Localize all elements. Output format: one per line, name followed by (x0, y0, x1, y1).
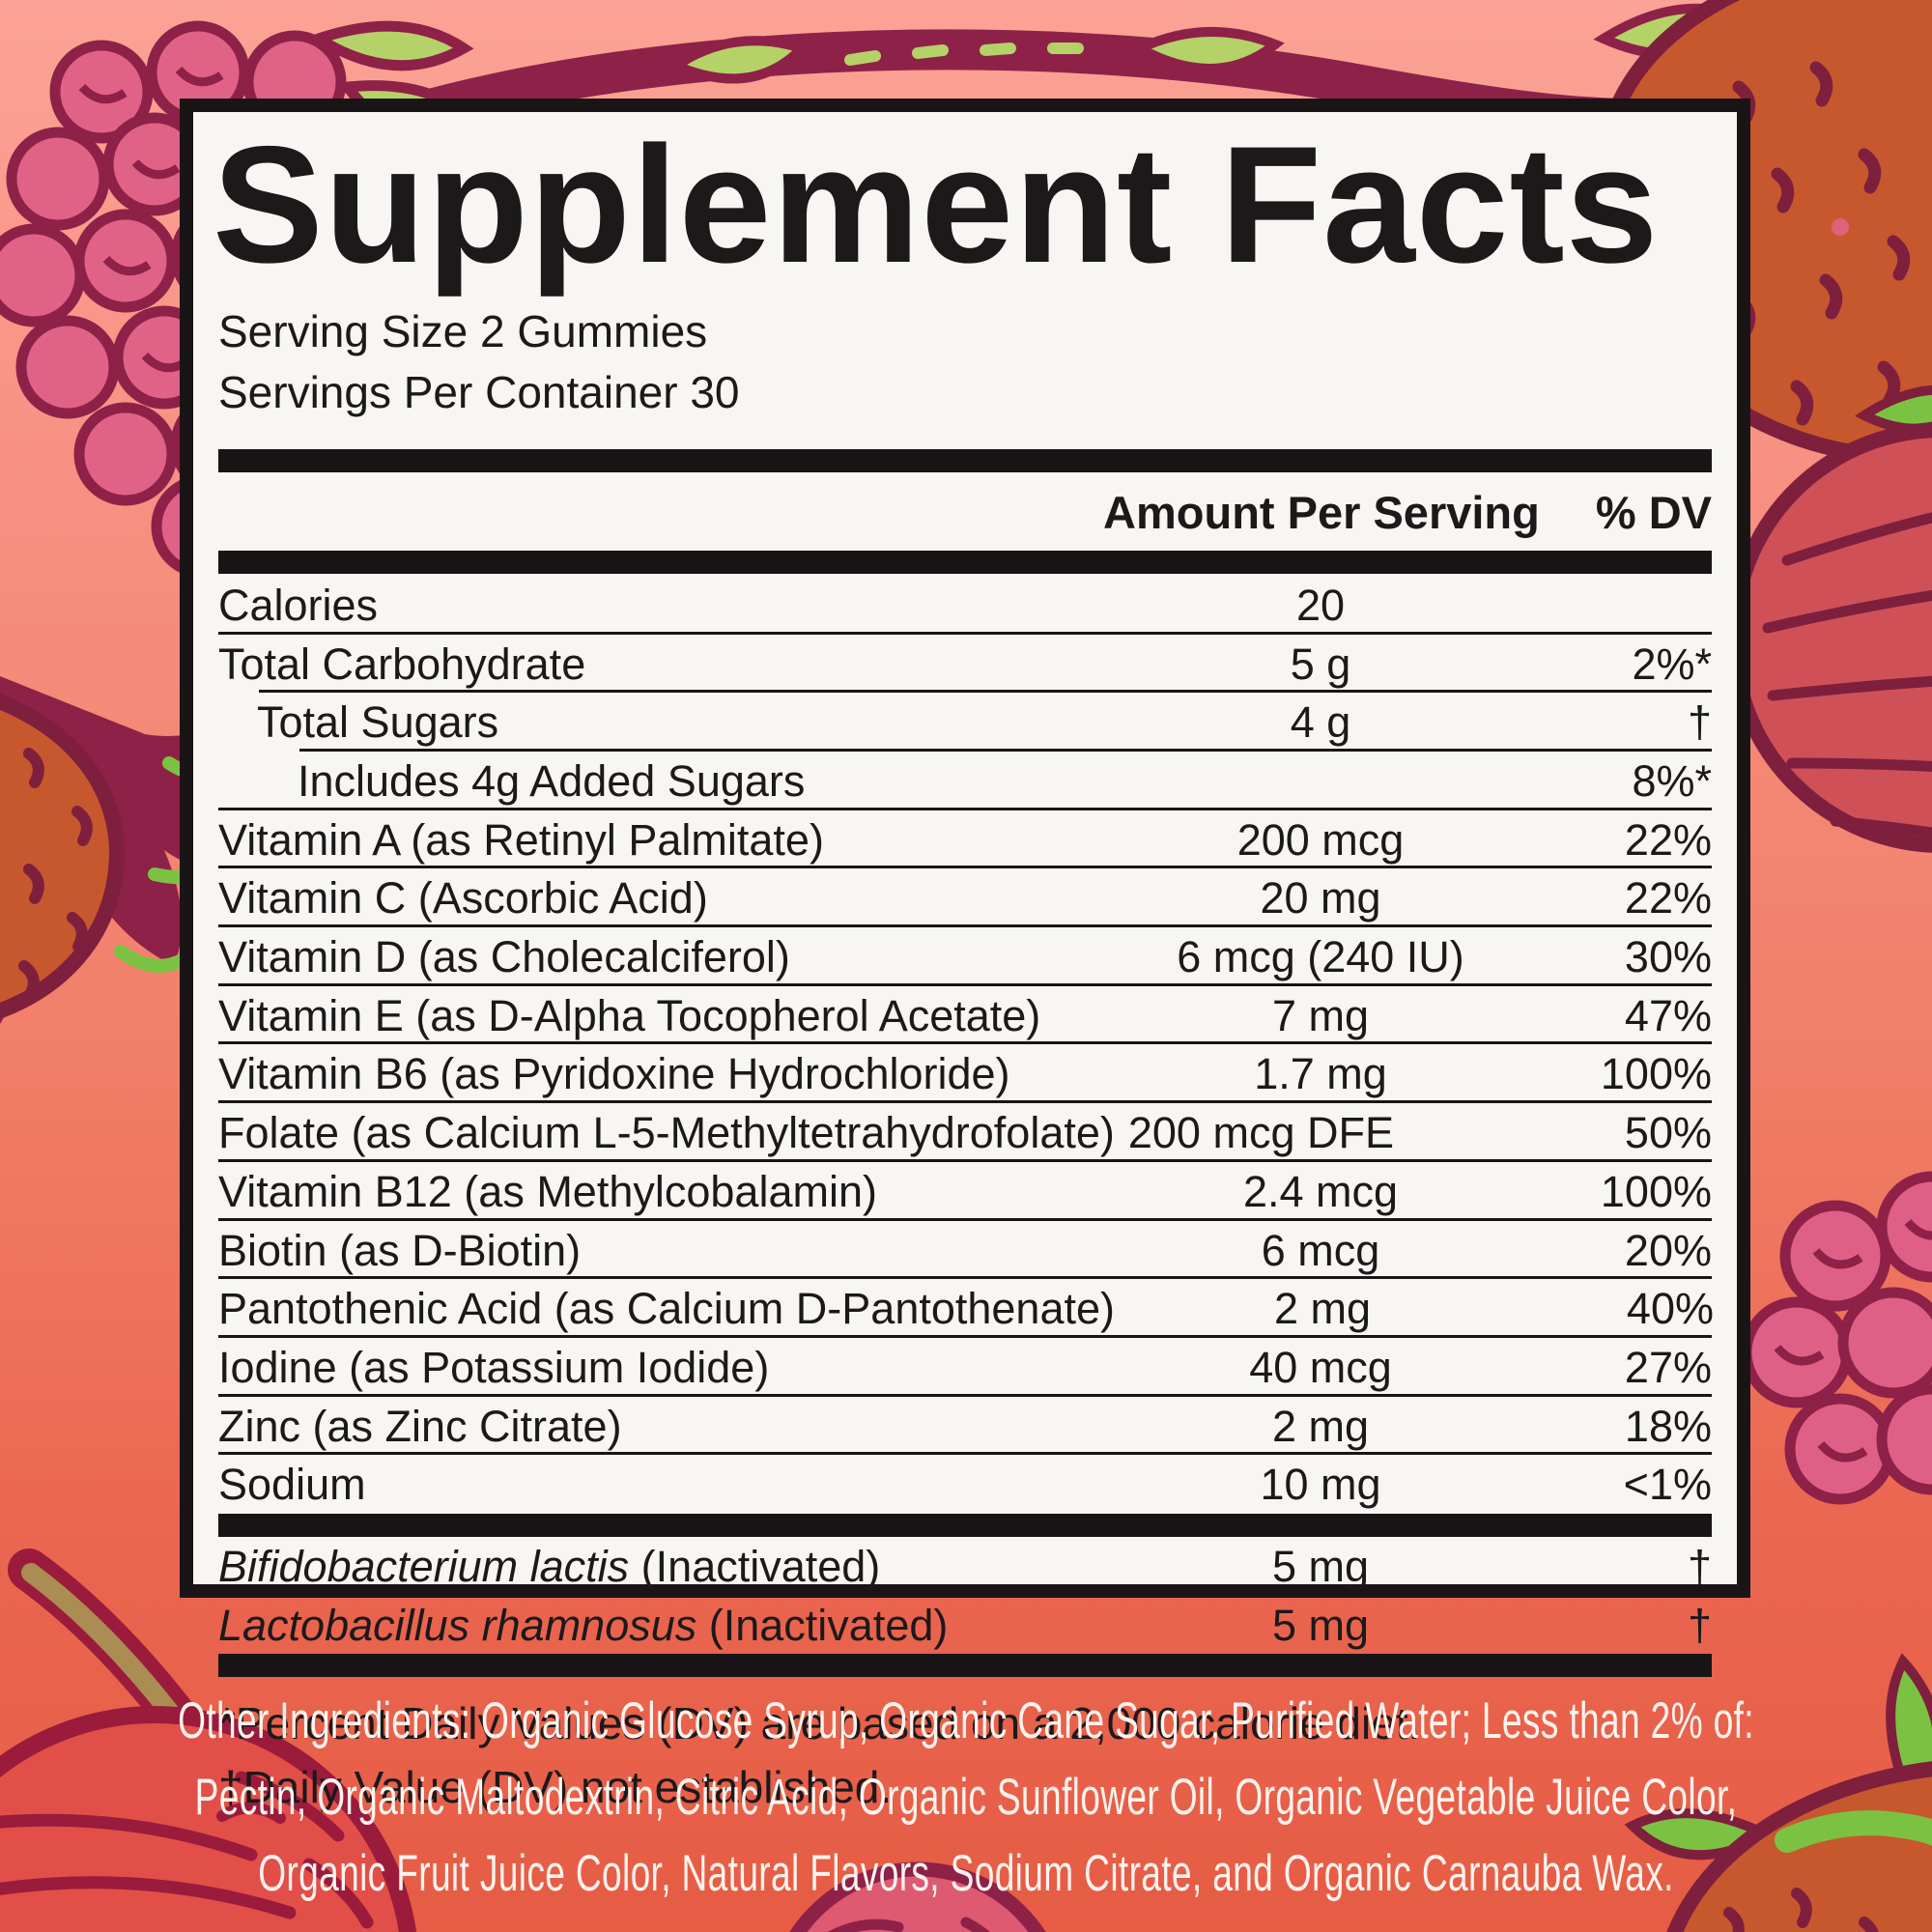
nutrient-amount: 2 mg (1273, 1284, 1372, 1334)
nutrient-amount: 6 mcg (240 IU) (1177, 932, 1464, 982)
nutrient-dv: 30% (1624, 932, 1712, 982)
table-row: Folate (as Calcium L-5-Methyltetrahydrof… (218, 1103, 1712, 1162)
table-row: Includes 4g Added Sugars 8%* (218, 752, 1712, 810)
nutrient-amount: 40 mcg (1249, 1342, 1392, 1392)
nutrient-dv: <1% (1623, 1460, 1712, 1510)
table-row: Total Carbohydrate 5 g 2%* (218, 635, 1712, 694)
other-ingredients-line: Pectin, Organic Maltodextrin, Citric Aci… (194, 1769, 1738, 1826)
supplement-facts-panel: Supplement Facts Serving Size 2 Gummies … (180, 99, 1750, 1812)
nutrient-name: Iodine (as Potassium Iodide) (218, 1342, 770, 1392)
nutrient-name: Vitamin B6 (as Pyridoxine Hydrochloride) (218, 1049, 1010, 1099)
nutrient-name: Sodium (218, 1460, 366, 1510)
cherry-icon (0, 1548, 416, 1932)
nutrient-dv: 27% (1624, 1342, 1712, 1392)
other-ingredients-line: Other Ingredients: Organic Glucose Syrup… (178, 1692, 1754, 1749)
table-row: Total Sugars 4 g † (218, 693, 1712, 752)
nutrient-dv: 100% (1600, 1166, 1712, 1216)
nutrient-dv: 50% (1624, 1108, 1712, 1158)
table-row: Sodium 10 mg <1% (218, 1455, 1712, 1514)
table-row: Biotin (as D-Biotin) 6 mcg 20% (218, 1221, 1712, 1280)
nutrient-name: Pantothenic Acid (as Calcium D-Pantothen… (218, 1284, 1115, 1334)
nutrient-name: Includes 4g Added Sugars (298, 756, 806, 806)
nutrient-name: Vitamin E (as D-Alpha Tocopherol Acetate… (218, 990, 1041, 1040)
table-row: Vitamin B6 (as Pyridoxine Hydrochloride)… (218, 1044, 1712, 1103)
nutrient-name: Biotin (as D-Biotin) (218, 1225, 582, 1275)
nutrient-amount: 7 mg (1271, 990, 1370, 1040)
percent-dv-header: % DV (1595, 486, 1712, 538)
cranberry-icon (1726, 384, 1932, 853)
footnotes: *Percent Daily Values (DV) are based on … (218, 1692, 1712, 1819)
nutrient-amount: 5 mg (1271, 1541, 1370, 1591)
nutrient-dv: 8%* (1632, 756, 1712, 806)
nutrient-dv: † (1687, 1600, 1712, 1650)
nutrient-dv: 20% (1624, 1225, 1712, 1275)
nutrient-name: Vitamin A (as Retinyl Palmitate) (218, 814, 824, 865)
nutrient-table-body: Calories 20 Total Carbohydrate 5 g 2%* Total … (218, 576, 1714, 1678)
footnote-dagger: †Daily Value (DV) not established. (218, 1761, 893, 1812)
divider-bar (218, 448, 1712, 472)
nutrient-dv: 47% (1624, 990, 1712, 1040)
nutrient-dv: 2%* (1632, 639, 1712, 689)
table-row: Vitamin C (Ascorbic Acid) 20 mg 22% (218, 868, 1712, 927)
nutrient-dv: † (1687, 1541, 1712, 1591)
table-row: Vitamin A (as Retinyl Palmitate) 200 mcg 2… (218, 810, 1712, 869)
servings-per-container: Servings Per Container 30 (218, 367, 740, 418)
nutrient-amount: 20 (1295, 580, 1346, 630)
nutrient-amount: 5 g (1290, 639, 1351, 689)
table-row: Lactobacillus rhamnosus (Inactivated) 5 m… (218, 1596, 1712, 1655)
nutrient-dv: 18% (1624, 1401, 1712, 1451)
nutrient-name: Calories (218, 580, 379, 630)
amount-per-serving-header: Amount Per Serving (1103, 486, 1540, 538)
raspberry-icon (1741, 1171, 1932, 1505)
serving-size: Serving Size 2 Gummies (218, 306, 708, 356)
table-row: Vitamin E (as D-Alpha Tocopherol Acetate… (218, 986, 1712, 1045)
nutrient-amount: 1.7 mg (1254, 1049, 1387, 1099)
nutrient-amount: 200 mcg (1236, 814, 1405, 865)
nutrient-amount: 4 g (1290, 697, 1351, 748)
table-row: Pantothenic Acid (as Calcium D-Pantothen… (218, 1279, 1714, 1338)
table-row: Bifidobacterium lactis (Inactivated) 5 mg… (218, 1537, 1712, 1596)
footnote-dv: *Percent Daily Values (DV) are based on … (218, 1698, 1421, 1749)
table-row: Calories 20 (218, 576, 1712, 635)
table-header: Amount Per Serving % DV (218, 472, 1712, 551)
nutrient-name: Bifidobacterium lactis (Inactivated) (218, 1541, 881, 1591)
nutrient-amount: 10 mg (1260, 1460, 1381, 1510)
nutrient-name: Vitamin C (Ascorbic Acid) (218, 873, 708, 923)
nutrient-dv: † (1687, 697, 1712, 748)
other-ingredients-line: Organic Fruit Juice Color, Natural Flavo… (258, 1845, 1674, 1902)
nutrient-name: Lactobacillus rhamnosus (Inactivated) (218, 1600, 949, 1650)
nutrient-amount: 200 mcg DFE (1127, 1108, 1394, 1158)
page-title: Supplement Facts (213, 112, 1660, 298)
other-ingredients: Other Ingredients: Organic Glucose Syrup… (0, 1683, 1932, 1912)
nutrient-dv: 100% (1600, 1049, 1712, 1099)
nutrient-name: Zinc (as Zinc Citrate) (218, 1401, 622, 1451)
table-row: Vitamin D (as Cholecalciferol) 6 mcg (240… (218, 927, 1712, 986)
nutrient-amount: 2.4 mcg (1242, 1166, 1399, 1216)
nutrient-amount: 20 mg (1260, 873, 1381, 923)
nutrient-amount: 5 mg (1271, 1600, 1370, 1650)
strawberry-icon (1624, 1653, 1932, 1932)
nutrient-name: Total Carbohydrate (218, 639, 586, 689)
nutrient-dv: 40% (1626, 1284, 1714, 1334)
divider-bar (218, 1654, 1712, 1678)
nutrient-name: Folate (as Calcium L-5-Methyltetrahydrof… (218, 1108, 1115, 1158)
nutrient-name: Vitamin B12 (as Methylcobalamin) (218, 1166, 877, 1216)
nutrient-name: Vitamin D (as Cholecalciferol) (218, 932, 790, 982)
nutrient-amount: 2 mg (1271, 1401, 1370, 1451)
nutrient-name: Total Sugars (257, 697, 499, 748)
table-row: Zinc (as Zinc Citrate) 2 mg 18% (218, 1397, 1712, 1456)
nutrient-dv: 22% (1624, 873, 1712, 923)
divider-bar (218, 550, 1712, 574)
table-row: Vitamin B12 (as Methylcobalamin) 2.4 mcg 1… (218, 1162, 1712, 1221)
table-row: Iodine (as Potassium Iodide) 40 mcg 27% (218, 1338, 1712, 1397)
nutrient-dv: 22% (1624, 814, 1712, 865)
nutrient-amount: 6 mcg (1261, 1225, 1380, 1275)
divider-bar (218, 1513, 1712, 1537)
cherry-icon (789, 1861, 1046, 1932)
